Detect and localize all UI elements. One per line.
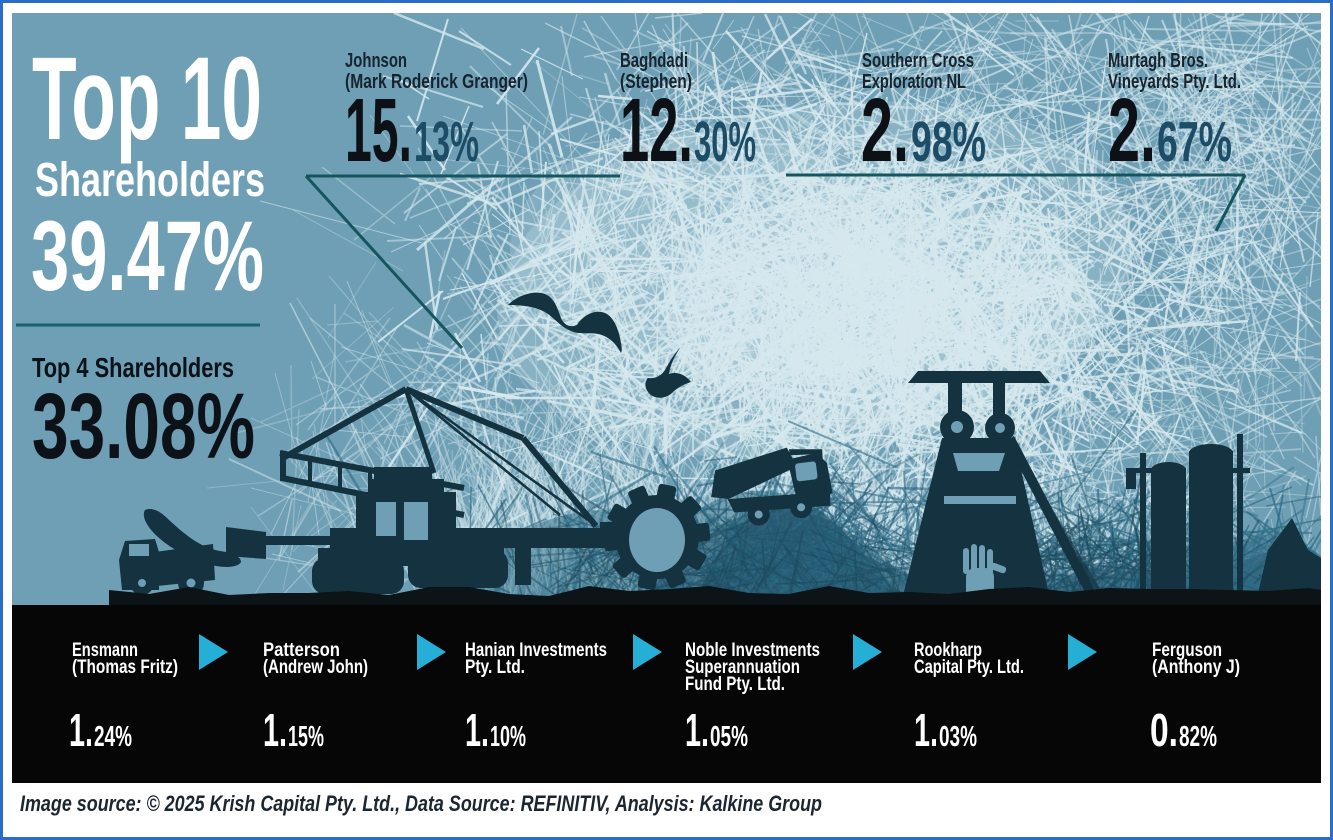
svg-text:(Andrew John): (Andrew John) <box>263 657 368 678</box>
svg-text:Superannuation: Superannuation <box>685 657 800 678</box>
svg-text:Patterson: Patterson <box>263 640 340 661</box>
svg-text:Pty. Ltd.: Pty. Ltd. <box>465 657 525 678</box>
svg-text:0.: 0. <box>1150 704 1178 756</box>
svg-text:33.08%: 33.08% <box>32 374 255 478</box>
svg-text:2.: 2. <box>861 81 909 181</box>
svg-text:24%: 24% <box>94 721 132 753</box>
svg-text:(Mark Roderick Granger): (Mark Roderick Granger) <box>345 71 528 93</box>
svg-text:Noble Investments: Noble Investments <box>685 640 820 661</box>
svg-text:82%: 82% <box>1179 721 1217 753</box>
svg-text:Rookharp: Rookharp <box>914 640 982 661</box>
svg-text:67%: 67% <box>1157 110 1232 174</box>
svg-text:03%: 03% <box>939 721 977 753</box>
svg-text:12.: 12. <box>620 81 693 181</box>
svg-text:Shareholders: Shareholders <box>35 154 265 207</box>
svg-text:98%: 98% <box>911 110 986 174</box>
svg-text:Exploration NL: Exploration NL <box>862 71 966 93</box>
svg-text:10%: 10% <box>490 721 526 753</box>
svg-text:Ferguson: Ferguson <box>1152 640 1222 661</box>
svg-text:Southern Cross: Southern Cross <box>862 50 974 72</box>
svg-text:(Stephen): (Stephen) <box>620 71 692 93</box>
svg-text:(Thomas Fritz): (Thomas Fritz) <box>72 657 178 678</box>
svg-text:Top 10: Top 10 <box>32 33 262 165</box>
svg-text:15%: 15% <box>288 721 324 753</box>
svg-text:13%: 13% <box>414 110 479 174</box>
svg-text:39.47%: 39.47% <box>31 200 264 311</box>
svg-text:Capital Pty. Ltd.: Capital Pty. Ltd. <box>914 657 1024 678</box>
svg-text:15.: 15. <box>345 81 412 181</box>
svg-text:(Anthony J): (Anthony J) <box>1152 657 1240 678</box>
svg-text:Johnson: Johnson <box>345 50 407 72</box>
svg-text:2.: 2. <box>1108 81 1156 181</box>
svg-text:Hanian Investments: Hanian Investments <box>465 640 607 661</box>
svg-text:1.: 1. <box>685 704 709 756</box>
svg-text:Image source: © 2025 Krish Cap: Image source: © 2025 Krish Capital Pty. … <box>20 791 822 816</box>
svg-text:1.: 1. <box>263 704 287 756</box>
svg-text:Top 4 Shareholders: Top 4 Shareholders <box>32 352 234 383</box>
svg-text:Murtagh Bros.: Murtagh Bros. <box>1108 50 1208 72</box>
svg-text:1.: 1. <box>465 704 489 756</box>
svg-text:30%: 30% <box>694 110 756 174</box>
svg-text:Fund Pty. Ltd.: Fund Pty. Ltd. <box>685 674 785 695</box>
svg-text:1.: 1. <box>914 704 938 756</box>
svg-text:1.: 1. <box>69 704 93 756</box>
svg-text:Ensmann: Ensmann <box>72 640 138 661</box>
svg-text:05%: 05% <box>710 721 748 753</box>
svg-text:Vineyards Pty. Ltd.: Vineyards Pty. Ltd. <box>1108 71 1241 93</box>
svg-text:Baghdadi: Baghdadi <box>620 50 688 72</box>
